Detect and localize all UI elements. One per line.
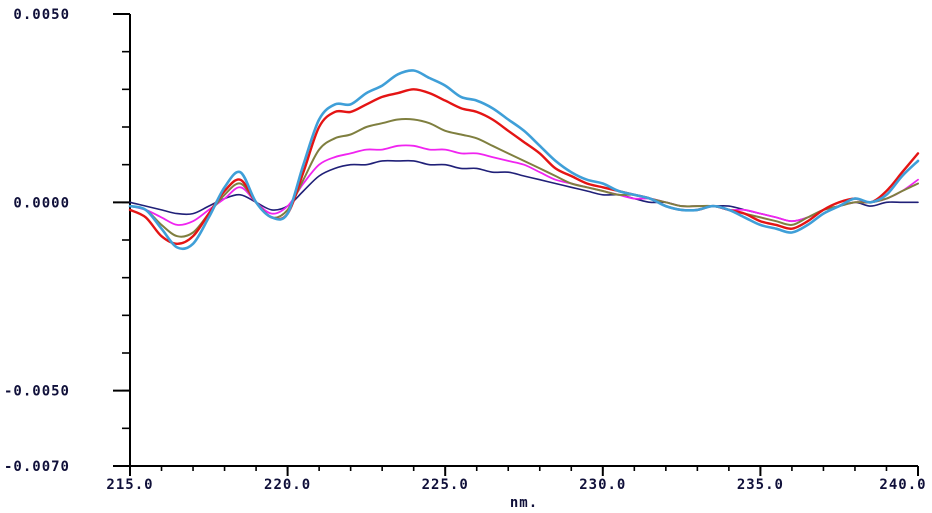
y-tick-label: -0.0050 (4, 384, 70, 400)
x-tick-label: 240.0 (879, 477, 926, 493)
x-tick-label: 220.0 (264, 477, 311, 493)
light-blue-trace-line (128, 69, 920, 251)
x-tick-label: 225.0 (422, 477, 469, 493)
x-axis-label: nm. (510, 495, 538, 511)
y-tick-label: 0.0000 (13, 195, 70, 211)
y-tick-label: -0.0070 (4, 459, 70, 475)
x-tick-label: 235.0 (737, 477, 784, 493)
x-tick-label: 215.0 (106, 477, 153, 493)
y-tick-label: 0.0050 (13, 7, 70, 23)
x-tick-label: 230.0 (579, 477, 626, 493)
